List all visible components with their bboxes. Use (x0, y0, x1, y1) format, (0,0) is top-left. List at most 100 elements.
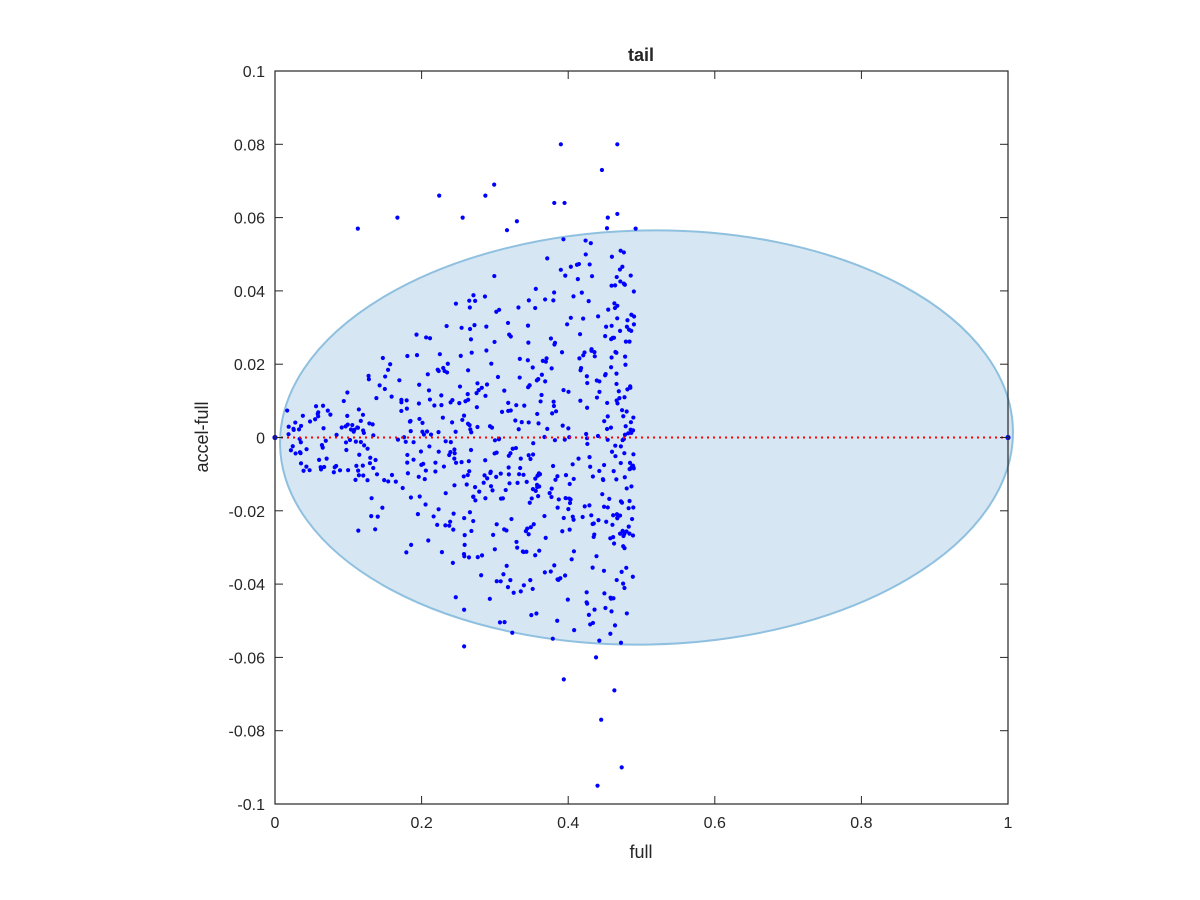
data-point (458, 353, 463, 358)
data-point (533, 476, 538, 481)
data-point (389, 472, 395, 478)
data-point (589, 274, 595, 279)
data-point (460, 417, 465, 423)
data-point (587, 503, 592, 508)
data-point (628, 420, 634, 425)
data-point (626, 506, 631, 511)
data-point (609, 254, 615, 259)
data-point (539, 372, 544, 377)
data-point (526, 298, 531, 303)
data-point (479, 553, 485, 558)
data-point (568, 315, 573, 320)
data-point (617, 531, 623, 536)
data-point (596, 518, 601, 523)
data-point (290, 444, 295, 449)
y-tick-label: 0.06 (234, 211, 265, 228)
data-point (369, 514, 374, 519)
data-point (506, 472, 511, 477)
data-point (542, 570, 547, 575)
data-point (615, 316, 620, 321)
x-tick-label: 1 (1004, 815, 1013, 832)
data-point (613, 283, 618, 288)
data-point (389, 394, 394, 399)
data-point (304, 464, 309, 469)
data-point (597, 379, 602, 384)
data-point (382, 386, 387, 392)
data-point (631, 322, 637, 327)
data-point (439, 403, 444, 408)
data-point (462, 607, 467, 612)
data-point (513, 418, 518, 423)
data-point (528, 578, 533, 583)
data-point (472, 485, 478, 490)
data-point (416, 474, 421, 479)
data-point (479, 385, 484, 390)
data-point (603, 371, 608, 377)
y-tick-label: -0.06 (229, 650, 266, 667)
data-point (612, 688, 617, 693)
data-point (443, 491, 448, 496)
data-point (399, 408, 404, 414)
data-point (561, 387, 566, 393)
data-point (408, 429, 413, 434)
data-point (479, 573, 484, 578)
data-point (540, 358, 545, 363)
data-point (511, 590, 516, 595)
data-point (441, 365, 446, 371)
data-point (530, 452, 536, 457)
data-point (581, 316, 586, 321)
data-point (566, 426, 571, 431)
data-point (380, 505, 385, 510)
data-point (462, 515, 467, 521)
data-point (427, 336, 433, 341)
data-point (452, 483, 457, 488)
data-point (411, 457, 416, 462)
data-point (382, 478, 387, 483)
data-point (286, 432, 291, 437)
data-point (307, 468, 312, 473)
data-point (609, 355, 614, 360)
data-point (631, 466, 636, 471)
data-point (488, 484, 494, 489)
data-point (452, 456, 457, 461)
data-point (620, 264, 625, 269)
data-point (558, 267, 563, 272)
data-point (583, 252, 588, 257)
data-point (536, 421, 541, 426)
data-point (501, 572, 506, 577)
data-point (447, 523, 452, 528)
data-point (613, 454, 618, 459)
data-point (437, 352, 442, 357)
data-point (334, 432, 339, 437)
data-point (631, 505, 636, 510)
data-point (629, 328, 634, 333)
data-point (431, 514, 436, 519)
data-point (507, 481, 512, 486)
data-point (345, 390, 350, 395)
data-point (587, 455, 592, 460)
data-point (535, 411, 540, 417)
data-point (395, 437, 401, 442)
data-point (462, 542, 467, 547)
data-point (497, 620, 503, 625)
y-tick-label: -0.08 (229, 724, 266, 741)
data-point (360, 412, 366, 417)
data-point (622, 475, 627, 480)
data-point (621, 544, 626, 549)
data-point (293, 451, 298, 456)
data-point (354, 463, 359, 468)
data-point (525, 358, 530, 363)
data-point (608, 365, 614, 370)
data-point (584, 590, 589, 595)
data-point (374, 395, 379, 401)
data-point (623, 424, 628, 429)
data-point (550, 463, 556, 469)
data-point (571, 476, 576, 482)
data-point (531, 522, 536, 527)
data-point (614, 577, 619, 583)
data-point (489, 361, 494, 366)
data-point (613, 349, 618, 355)
data-point (403, 439, 408, 444)
data-point (585, 441, 590, 447)
data-point (585, 405, 590, 410)
